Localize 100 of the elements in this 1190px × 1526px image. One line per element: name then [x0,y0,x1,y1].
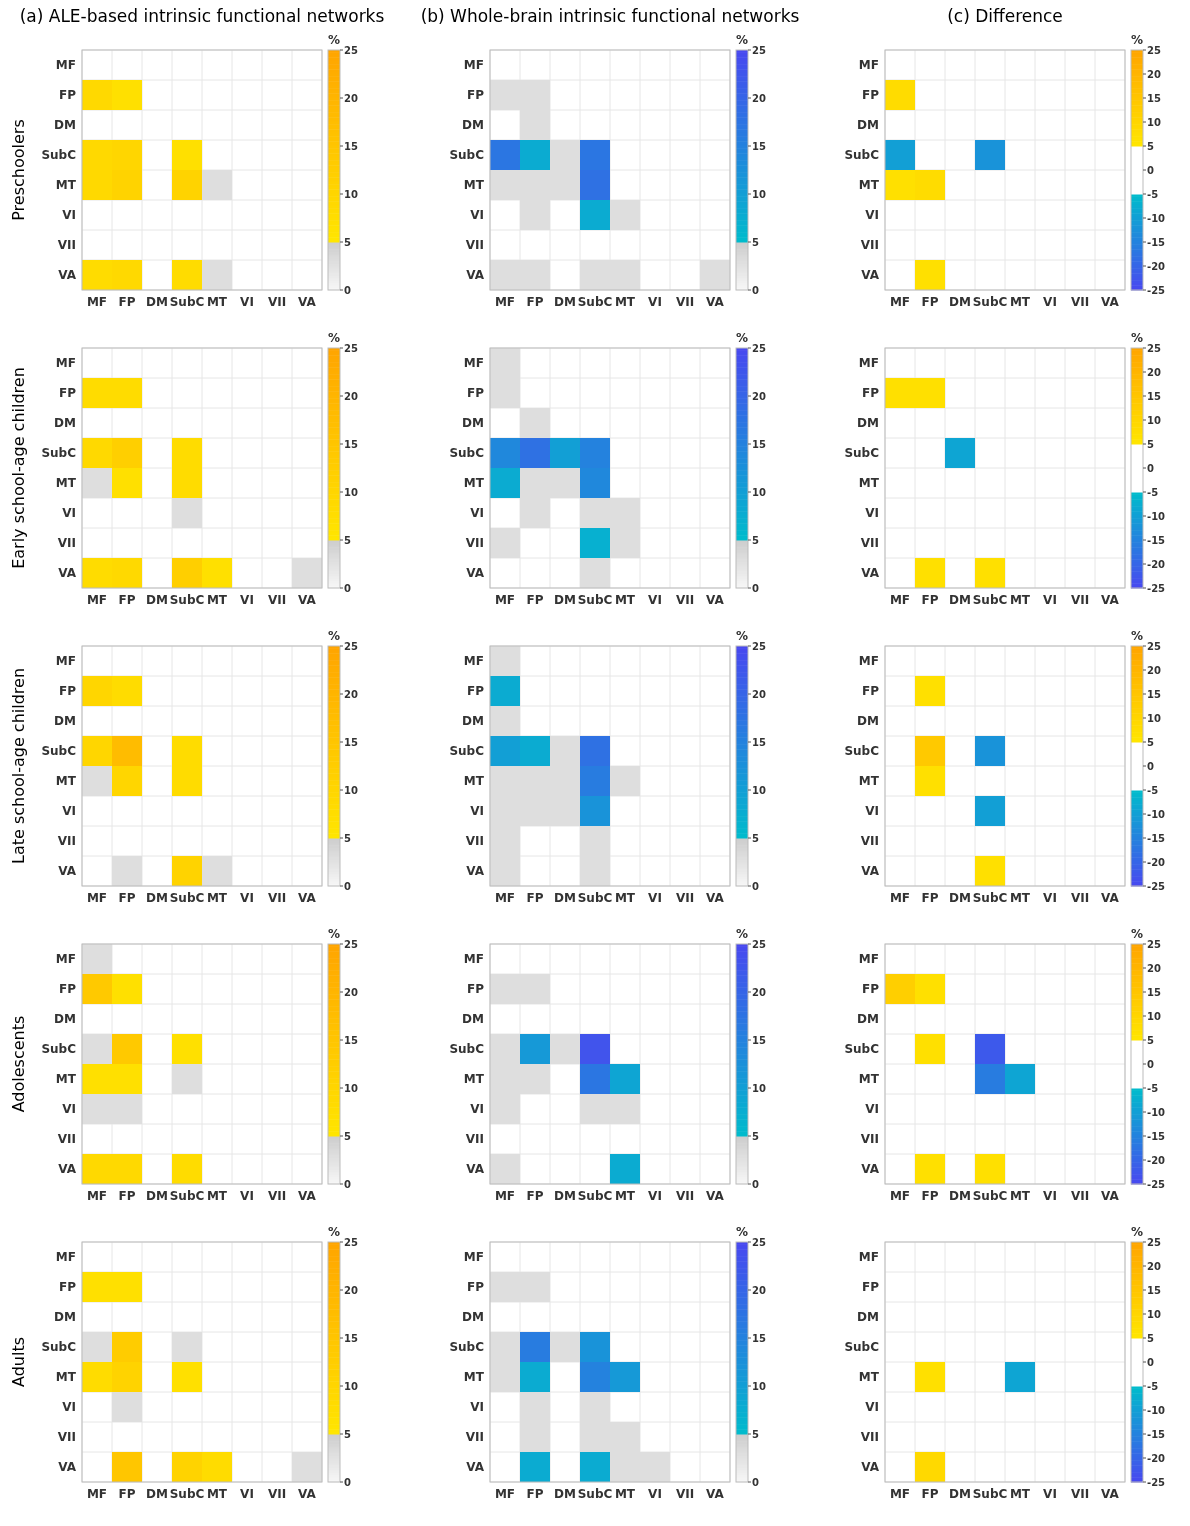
color-bar-label: 20 [752,688,766,700]
color-bar-label: -25 [1147,1178,1166,1190]
color-bar-label: 15 [1147,92,1161,104]
x-tick-label: MF [889,295,911,309]
x-tick-label: DM [949,593,971,607]
y-tick-label: SubC [449,1042,485,1057]
y-tick-label: VII [465,238,484,253]
color-bar-label: -25 [1147,1476,1166,1488]
color-bar-label: -20 [1147,1154,1166,1166]
y-tick-label: VII [860,238,879,253]
color-bar-label: 25 [344,44,358,56]
y-tick-label: VII [465,536,484,551]
x-tick-label: VA [1101,295,1120,309]
x-tick-label: VI [240,295,254,309]
x-tick-label: VI [648,1487,662,1501]
y-tick-label: FP [59,386,77,401]
x-tick-label: VI [240,593,254,607]
color-bar-label: 5 [1147,1034,1154,1046]
x-tick-label: DM [146,593,168,607]
x-tick-label: VI [648,295,662,309]
x-tick-label: SubC [972,1487,1008,1501]
x-tick-label: MF [889,593,911,607]
x-tick-label: SubC [169,1487,205,1501]
color-bar-label: 20 [1147,664,1161,676]
y-tick-label: VII [57,238,76,253]
x-tick-label: MF [86,593,108,607]
x-tick-label: VI [1043,295,1057,309]
color-bar-label: -5 [1147,1380,1159,1392]
x-tick-label: VI [240,891,254,905]
x-tick-label: MF [889,1487,911,1501]
y-axis-title: Adults [9,1336,28,1388]
color-bar-label: 0 [1147,1356,1154,1368]
y-tick-label: SubC [844,148,880,163]
y-axis-title: Adolescents [9,1015,28,1113]
color-bar-label: 15 [1147,390,1161,402]
color-bar-label: 20 [344,1284,358,1296]
color-bar-label: 15 [344,1034,358,1046]
color-bar-label: 20 [752,390,766,402]
color-bar-label: -5 [1147,1082,1159,1094]
color-bar-label: 25 [752,1236,766,1248]
color-bar-label: 20 [1147,366,1161,378]
y-tick-label: VA [466,268,485,283]
y-tick-label: VI [62,208,76,223]
y-tick-label: VII [465,1430,484,1445]
color-bar-label: 15 [1147,986,1161,998]
color-bar-label: 20 [752,1284,766,1296]
color-bar-label: -5 [1147,188,1159,200]
x-tick-label: VA [1101,1487,1120,1501]
color-bar-label: 25 [1147,938,1161,950]
y-tick-label: VI [470,1400,484,1415]
x-tick-label: VA [298,891,317,905]
color-bar-label: 20 [344,688,358,700]
color-bar-label: 10 [344,486,358,498]
x-tick-label: MT [1009,1487,1031,1501]
chart-title: (b) Whole-brain intrinsic functional networks [420,6,800,26]
x-tick-label: VII [1070,295,1090,309]
x-tick-label: VA [298,1487,317,1501]
color-bar-label: 5 [344,534,351,546]
color-bar-title: % [735,33,749,47]
x-tick-label: MF [86,891,108,905]
x-tick-label: MF [494,295,516,309]
color-bar-label: 5 [344,1130,351,1142]
x-tick-label: VII [675,295,695,309]
chart-title: (a) ALE-based intrinsic functional networks [19,6,385,26]
x-tick-label: MT [614,1487,636,1501]
color-bar-title: % [1130,629,1144,643]
y-tick-label: MF [858,952,879,967]
y-tick-label: MF [463,952,484,967]
x-tick-label: SubC [577,1189,613,1203]
color-bar-label: -15 [1147,534,1166,546]
color-bar-label: 10 [1147,414,1161,426]
color-bar-label: 15 [344,438,358,450]
color-bar-label: 5 [752,534,759,546]
x-tick-label: FP [921,1189,939,1203]
color-bar-label: 5 [1147,438,1154,450]
x-tick-label: MF [889,891,911,905]
y-tick-label: VA [466,1162,485,1177]
x-tick-label: MF [889,1189,911,1203]
color-bar-label: -20 [1147,856,1166,868]
y-tick-label: FP [862,982,880,997]
color-bar-label: -5 [1147,486,1159,498]
color-bar-label: -10 [1147,1404,1166,1416]
color-bar-label: 25 [752,342,766,354]
color-bar-label: -5 [1147,784,1159,796]
x-tick-label: SubC [577,593,613,607]
color-bar-label: -20 [1147,1452,1166,1464]
x-tick-label: VA [1101,891,1120,905]
y-tick-label: SubC [41,744,77,759]
x-tick-label: VI [1043,1189,1057,1203]
color-bar-title: % [735,927,749,941]
color-bar-label: -15 [1147,1428,1166,1440]
color-bar-label: 10 [1147,1308,1161,1320]
y-tick-label: SubC [449,1340,485,1355]
y-tick-label: MF [463,356,484,371]
x-tick-label: MF [86,295,108,309]
x-tick-label: VII [1070,593,1090,607]
y-tick-label: MF [55,356,76,371]
color-bar-label: 0 [752,582,759,594]
color-bar-label: -15 [1147,1130,1166,1142]
x-tick-label: DM [554,1189,576,1203]
